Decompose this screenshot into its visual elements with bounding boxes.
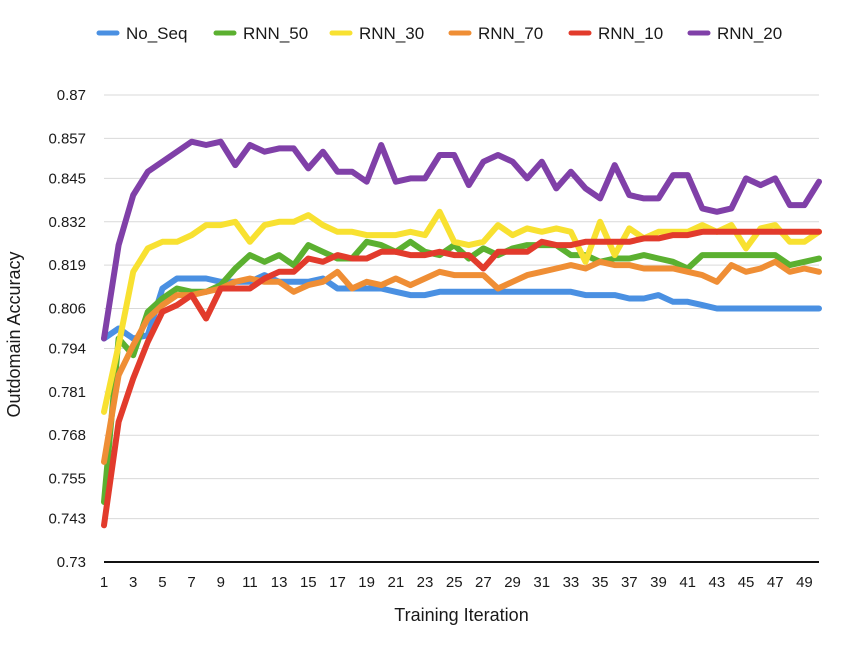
x-tick-label: 31	[533, 574, 550, 591]
y-tick-label: 0.73	[57, 554, 86, 571]
legend-label: RNN_30	[359, 24, 424, 43]
y-tick-label: 0.832	[48, 214, 86, 231]
x-tick-label: 19	[358, 574, 375, 591]
y-tick-label: 0.794	[48, 341, 86, 358]
legend-item-rnn-10: RNN_10	[568, 24, 663, 43]
x-tick-label: 29	[504, 574, 521, 591]
chart-series	[101, 138, 822, 529]
x-axis-title: Training Iteration	[394, 605, 528, 625]
legend-item-rnn-50: RNN_50	[213, 24, 308, 43]
x-tick-label: 27	[475, 574, 492, 591]
chart-legend: No_Seq RNN_50 RNN_30 RNN_70 RNN_10 RNN_20	[96, 24, 782, 43]
series-line-rnn-20	[101, 138, 822, 342]
legend-item-no-seq: No_Seq	[96, 24, 187, 43]
x-tick-label: 9	[217, 574, 225, 591]
legend-item-rnn-70: RNN_70	[448, 24, 543, 43]
series-line-rnn-10	[101, 228, 822, 529]
x-tick-label: 17	[329, 574, 346, 591]
x-tick-label: 21	[387, 574, 404, 591]
x-tick-label: 23	[417, 574, 434, 591]
legend-item-rnn-30: RNN_30	[329, 24, 424, 43]
y-tick-label: 0.806	[48, 300, 86, 317]
x-tick-label: 39	[650, 574, 667, 591]
legend-label: RNN_10	[598, 24, 663, 43]
legend-item-rnn-20: RNN_20	[687, 24, 782, 43]
x-tick-label: 47	[767, 574, 784, 591]
y-tick-label: 0.87	[57, 87, 86, 104]
x-tick-label: 15	[300, 574, 317, 591]
y-tick-label: 0.781	[48, 384, 86, 401]
legend-label: RNN_20	[717, 24, 782, 43]
x-tick-label: 41	[679, 574, 696, 591]
y-tick-label: 0.743	[48, 511, 86, 528]
x-tick-label: 5	[158, 574, 166, 591]
x-tick-label: 3	[129, 574, 137, 591]
x-tick-label: 35	[592, 574, 609, 591]
x-tick-label: 7	[187, 574, 195, 591]
x-tick-label: 45	[738, 574, 755, 591]
y-axis-title: Outdomain Accuracy	[4, 251, 24, 417]
legend-label: RNN_50	[243, 24, 308, 43]
y-axis-ticks: 0.73 0.743 0.755 0.768 0.781 0.794 0.806 0.819 0…	[48, 87, 86, 571]
x-tick-label: 33	[563, 574, 580, 591]
legend-label: RNN_70	[478, 24, 543, 43]
x-tick-label: 49	[796, 574, 813, 591]
series-line-rnn-30	[101, 208, 822, 415]
y-tick-label: 0.768	[48, 427, 86, 444]
y-tick-label: 0.845	[48, 170, 86, 187]
y-tick-label: 0.819	[48, 257, 86, 274]
x-tick-label: 43	[709, 574, 726, 591]
series-line-rnn-50	[101, 238, 822, 505]
x-tick-label: 25	[446, 574, 463, 591]
x-tick-label: 37	[621, 574, 638, 591]
x-tick-label: 1	[100, 574, 108, 591]
legend-label: No_Seq	[126, 24, 187, 43]
x-tick-label: 13	[271, 574, 288, 591]
x-axis-ticks: 1 3 5 7 9 11 13 15 17 19 21 23 25 27 29 31 33 35 37 39 41 43 4…	[100, 574, 813, 591]
y-tick-label: 0.755	[48, 471, 86, 488]
y-tick-label: 0.857	[48, 130, 86, 147]
x-tick-label: 11	[242, 574, 258, 591]
